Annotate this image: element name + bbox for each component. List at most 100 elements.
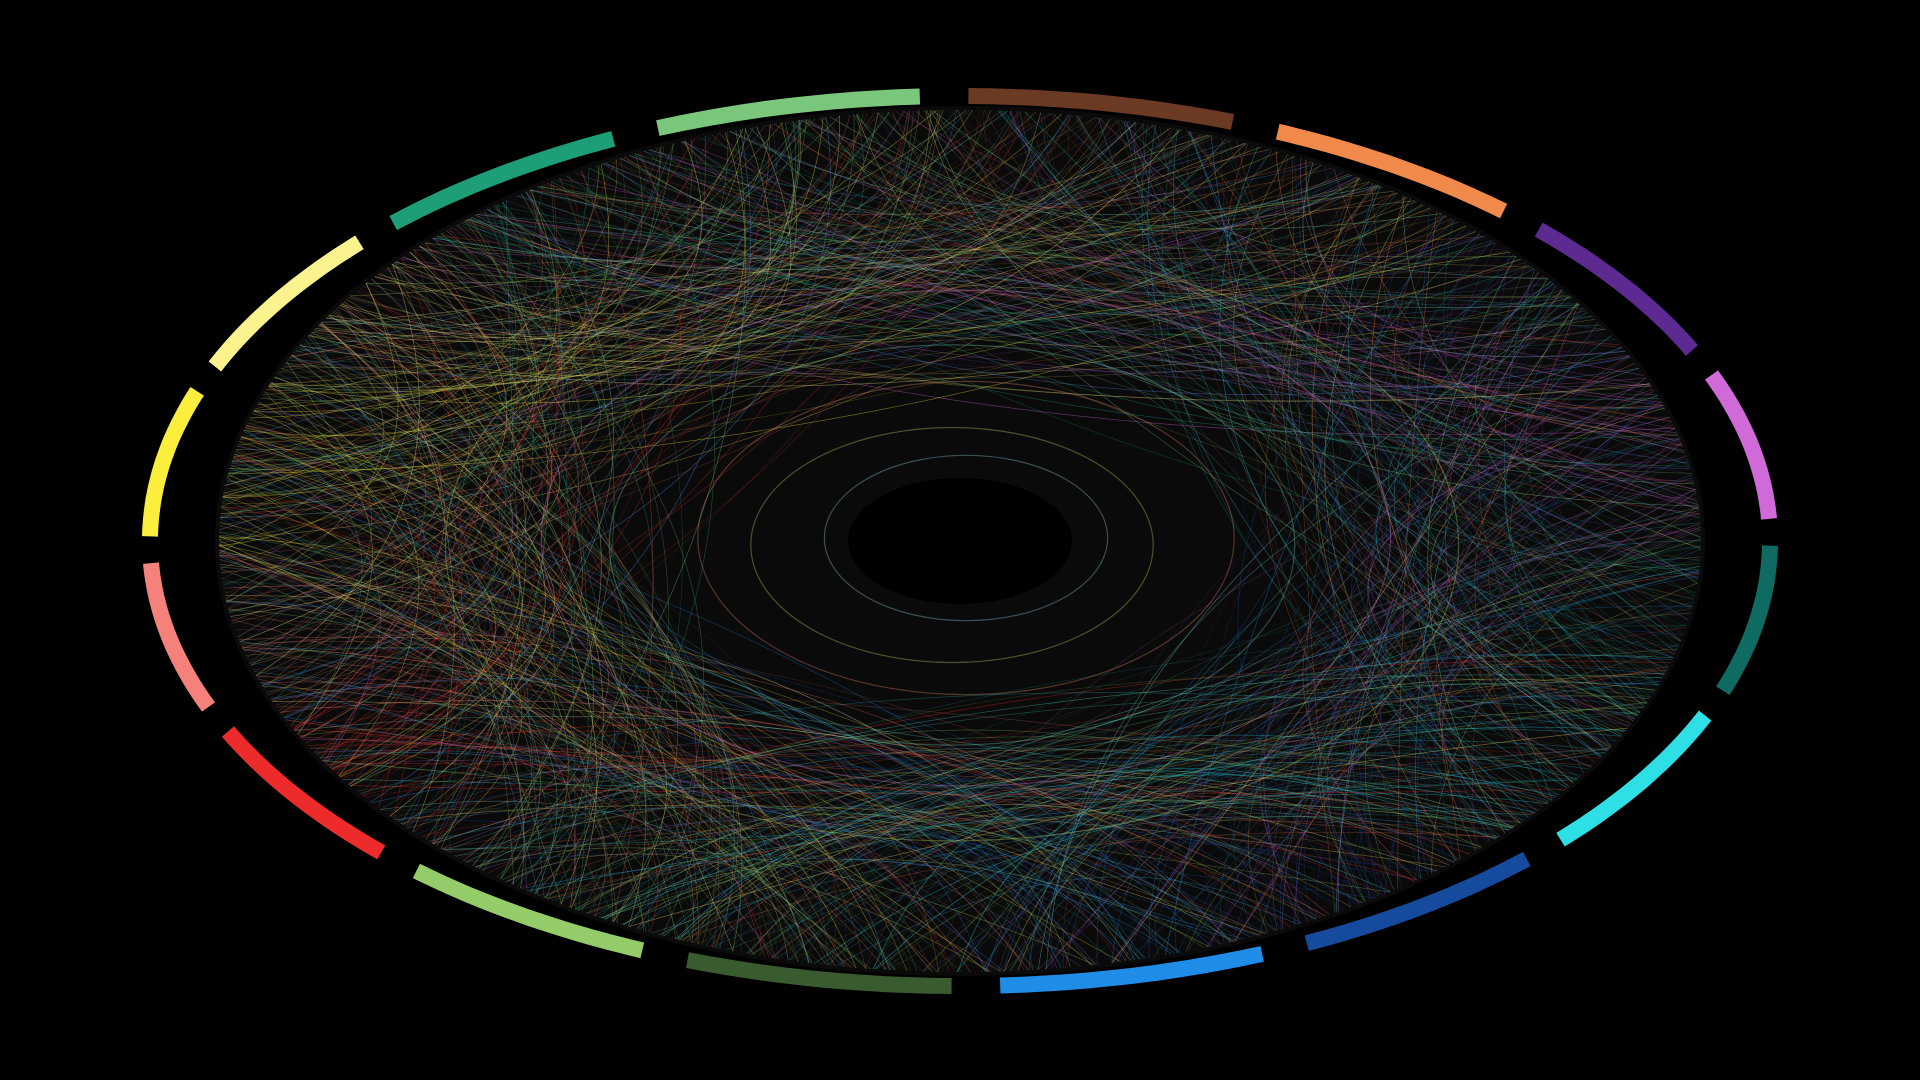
chord-link xyxy=(329,237,579,768)
chord-link xyxy=(891,111,1397,286)
chord-link xyxy=(746,654,1674,955)
chord-link xyxy=(1274,416,1670,893)
chord-link xyxy=(1450,233,1693,475)
chord-link xyxy=(1233,154,1623,735)
chord-link xyxy=(320,147,658,760)
chord-link xyxy=(225,185,1381,486)
chord-link xyxy=(382,809,923,972)
chord-link xyxy=(245,427,555,778)
chord-link xyxy=(223,122,1139,496)
chord-link xyxy=(1302,162,1626,358)
chord-link xyxy=(852,114,1350,237)
chord-link xyxy=(1273,177,1543,808)
chord-link xyxy=(1017,672,1666,971)
chord-link xyxy=(886,111,1659,687)
chord-link xyxy=(1037,303,1579,970)
chord-link xyxy=(1185,582,1698,952)
chord-link xyxy=(222,131,729,586)
chord-link xyxy=(1096,438,1681,965)
chord-link xyxy=(416,781,1115,963)
chord-link xyxy=(432,674,1663,845)
chord-link xyxy=(471,121,1136,297)
chord-link xyxy=(675,734,1578,940)
chord-link xyxy=(287,262,1526,385)
chord-link xyxy=(342,779,1533,816)
chord-link xyxy=(956,607,1693,973)
chord-link xyxy=(1153,124,1667,672)
chord-link xyxy=(1393,283,1610,750)
chord-link xyxy=(1209,256,1517,947)
chord-link xyxy=(235,450,903,971)
chord-link xyxy=(241,634,626,870)
chord-link xyxy=(949,109,1684,636)
chord-link xyxy=(315,127,1172,338)
chord-link xyxy=(1210,135,1602,757)
chord-link xyxy=(957,762,1557,973)
chord-link xyxy=(256,675,591,894)
chord-link xyxy=(1267,311,1589,931)
chord-link xyxy=(432,174,1352,270)
chord-link xyxy=(410,251,527,849)
chord-link xyxy=(231,462,810,964)
chord-link xyxy=(299,258,1521,387)
chord-link xyxy=(283,110,919,718)
chord-link xyxy=(1439,523,1701,830)
chord-link xyxy=(829,116,1361,232)
chord-link xyxy=(1302,362,1636,881)
chord-link xyxy=(231,110,992,462)
chord-link xyxy=(1159,125,1438,871)
chord-link xyxy=(219,549,1001,972)
chord-link xyxy=(226,600,615,885)
chord-link xyxy=(283,716,1244,940)
chord-link xyxy=(231,462,1212,947)
chord-link xyxy=(272,167,590,703)
chord-link xyxy=(258,401,857,968)
chord-link xyxy=(505,145,1255,268)
chord-link xyxy=(1332,177,1683,447)
chord-link xyxy=(1417,207,1455,862)
chord-link xyxy=(250,301,489,666)
chord-link xyxy=(342,302,515,886)
chord-link xyxy=(339,304,594,899)
chord-link xyxy=(678,774,1455,940)
chord-link xyxy=(235,451,677,940)
chord-link xyxy=(1420,317,1594,866)
chord-link xyxy=(293,119,803,353)
chord-link xyxy=(1294,427,1676,926)
chord-link xyxy=(396,764,1362,904)
chord-link xyxy=(407,736,1549,829)
chord-link xyxy=(298,112,881,737)
chord-link xyxy=(240,640,720,948)
chord-link xyxy=(350,109,967,297)
chord-link xyxy=(441,777,1058,969)
chord-link xyxy=(323,133,719,763)
chord-link xyxy=(786,121,1658,688)
chord-link xyxy=(1327,477,1694,905)
chord-link xyxy=(371,765,1127,962)
chord-link xyxy=(231,110,911,462)
chord-link xyxy=(1445,271,1569,788)
chord-link xyxy=(272,686,576,908)
chord-link xyxy=(233,456,396,711)
chord-link xyxy=(365,181,1370,284)
chord-link xyxy=(236,117,1097,448)
chord-link xyxy=(602,540,1702,919)
chord-link xyxy=(253,671,897,971)
chord-link xyxy=(324,124,767,763)
chord-link xyxy=(828,752,1589,966)
segment-light-green-top xyxy=(656,88,921,136)
chord-link xyxy=(956,109,1458,291)
chord-link xyxy=(1348,327,1604,895)
chord-link xyxy=(444,697,1639,852)
chord-link xyxy=(413,249,1652,387)
chord-link xyxy=(605,682,1659,920)
chord-link xyxy=(984,460,1689,972)
chord-link xyxy=(448,816,1437,872)
chord-link xyxy=(1250,168,1679,647)
chord-link xyxy=(1350,283,1701,550)
chord-link xyxy=(218,536,555,787)
chord-link xyxy=(272,701,1437,872)
chord-link xyxy=(521,858,1176,954)
chord-link xyxy=(257,139,710,679)
chord-link xyxy=(228,110,920,612)
